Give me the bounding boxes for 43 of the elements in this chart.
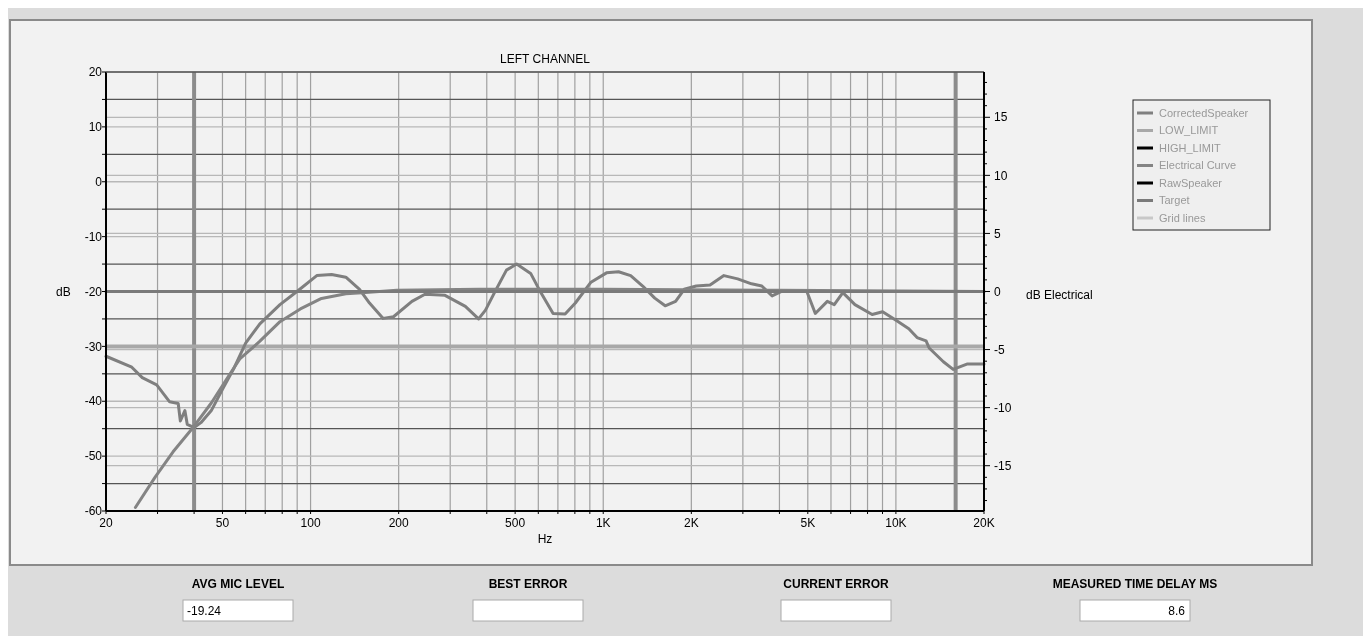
y2-tick-label: 10	[994, 168, 1008, 183]
legend-label: Grid lines	[1159, 211, 1206, 224]
text: CURRENT ERROR	[783, 577, 889, 591]
y-tick-label: 0	[95, 174, 103, 189]
legend-label: Electrical Curve	[1159, 159, 1237, 172]
y2-tick-label: 15	[994, 110, 1008, 125]
legend-label: CorrectedSpeaker	[1159, 106, 1249, 119]
text: BEST ERROR	[488, 577, 568, 591]
y2-tick-label: -5	[994, 342, 1005, 357]
x-tick-label: 100	[300, 516, 321, 530]
text: AVG MIC LEVEL	[191, 577, 285, 591]
x-tick-label: 2K	[683, 516, 699, 530]
y-tick-label: -30	[84, 339, 103, 354]
x-tick-label: 200	[388, 516, 409, 530]
legend-label: Target	[1159, 194, 1190, 207]
x-tick-label: 10K	[885, 516, 907, 530]
x-tick-label: 500	[505, 516, 526, 530]
x-tick-label: 20	[99, 516, 113, 530]
y-tick-label: -60	[84, 504, 103, 519]
x-tick-label: 5K	[800, 516, 816, 530]
text: MEASURED TIME DELAY MS	[1052, 577, 1218, 591]
y-axis-title: dB	[56, 284, 71, 299]
legend-label: LOW_LIMIT	[1159, 124, 1219, 137]
text: 8.6	[1168, 604, 1186, 619]
legend-label: RawSpeaker	[1159, 176, 1223, 189]
legend-label: HIGH_LIMIT	[1159, 141, 1222, 154]
y-tick-label: -10	[84, 229, 103, 244]
y-tick-label: 10	[88, 120, 103, 135]
y2-axis-title: dB Electrical	[1026, 287, 1093, 302]
y-tick-label: 20	[88, 65, 103, 80]
text: -19.24	[187, 604, 222, 619]
x-axis-title: Hz	[537, 532, 553, 546]
chart-title: LEFT CHANNEL	[500, 52, 591, 66]
x-tick-label: 20K	[973, 516, 995, 530]
y2-tick-label: 0	[994, 284, 1001, 299]
y-tick-label: -40	[84, 394, 103, 409]
x-tick-label: 50	[215, 516, 230, 530]
y2-tick-label: -10	[994, 400, 1012, 415]
y2-tick-label: 5	[994, 226, 1001, 241]
y-tick-label: -20	[84, 284, 103, 299]
x-tick-label: 1K	[595, 516, 611, 530]
y-tick-label: -50	[84, 449, 103, 464]
y2-tick-label: -15	[994, 458, 1012, 473]
